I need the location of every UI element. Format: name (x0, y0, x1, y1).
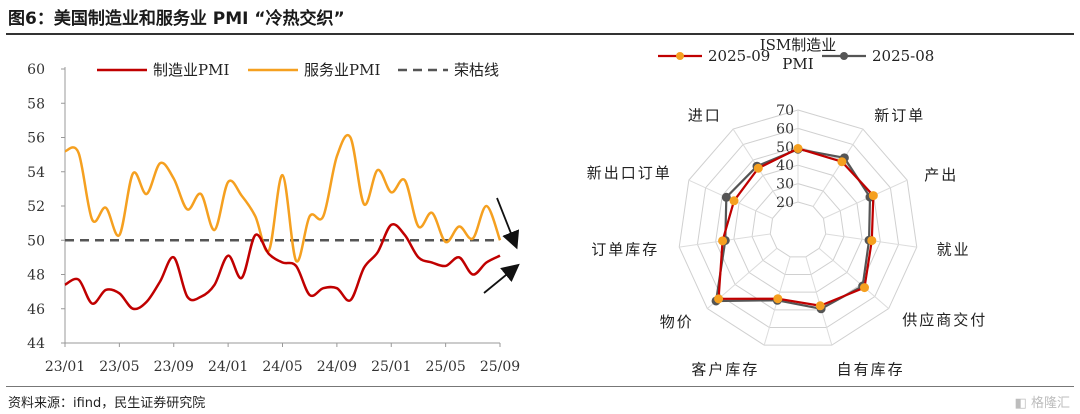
source-note: 资料来源：ifind，民生证券研究院 (8, 396, 206, 411)
y-tick-label: 48 (27, 268, 45, 284)
y-tick-label: 58 (27, 96, 45, 112)
y-tick-label: 56 (27, 131, 45, 147)
radar-point-current (867, 236, 877, 246)
radar-point-current (753, 163, 763, 173)
radar-spoke (823, 179, 908, 219)
x-tick-label: 24/09 (317, 359, 357, 375)
radar-grid-ring (678, 109, 918, 346)
x-tick-label: 25/01 (371, 359, 411, 375)
watermark-icon: ◧ (1014, 396, 1031, 411)
y-tick-label: 50 (27, 233, 45, 249)
radar-legend-label: 2025-09 (708, 47, 770, 65)
radar-tick-label: 60 (776, 121, 794, 137)
radar-tick-label: 70 (776, 103, 794, 119)
radar-point-current (714, 294, 724, 304)
radar-legend-label: 2025-08 (872, 47, 934, 65)
radar-axis-label: 物价 (660, 313, 694, 331)
x-tick-label: 23/09 (154, 359, 194, 375)
series-line-services (64, 133, 502, 263)
watermark-logo: ◧ 格隆汇 (1015, 392, 1070, 411)
line-chart: 44 46 48 50 52 54 56 58 60 23/01 23/05 23/09 24/01 24… (27, 61, 520, 375)
y-tick-label: 52 (27, 199, 45, 215)
radar-axis-label: 客户库存 (691, 361, 759, 379)
radar-spoke (805, 256, 833, 346)
radar-point-current (815, 301, 825, 311)
title-divider (6, 33, 1074, 35)
radar-legend-marker (840, 52, 848, 60)
x-tick-label: 25/05 (425, 359, 465, 375)
y-tick-label: 44 (27, 336, 45, 352)
radar-tick-label: 40 (776, 158, 794, 174)
radar-axis-label: 新订单 (874, 107, 925, 125)
radar-grid-ring (769, 201, 827, 258)
radar-axis-label-cont: PMI (782, 55, 813, 73)
radar-series-prior (714, 148, 872, 310)
arrow-up-annotation (483, 263, 520, 294)
radar-axis-label: 订单库存 (591, 241, 659, 259)
radar-point-current (859, 283, 869, 293)
radar-axis-label: 新出口订单 (587, 164, 672, 182)
radar-point-current (837, 157, 847, 167)
x-tick-label: 23/05 (99, 359, 139, 375)
radar-point-current (718, 236, 728, 246)
radar-legend-marker (676, 52, 684, 60)
radar-grid-ring (751, 183, 845, 276)
radar-point-current (793, 143, 803, 153)
source-divider (6, 386, 1074, 387)
figure-title: 图6：美国制造业和服务业 PMI “冷热交织” (8, 9, 345, 29)
radar-spoke (818, 247, 890, 309)
radar-axis-label: 产出 (924, 166, 958, 184)
radar-point-current (729, 196, 739, 206)
radar-axis-label: 就业 (937, 241, 971, 259)
radar-grid-ring (733, 164, 863, 293)
radar-series-current (717, 147, 875, 307)
radar-axis-label: 供应商交付 (902, 311, 987, 329)
radar-axis-label: 自有库存 (837, 361, 905, 379)
radar-tick-label: 20 (776, 195, 794, 211)
radar-spoke (812, 128, 864, 207)
radar-tick-label: 30 (776, 177, 794, 193)
legend-services-label: 服务业PMI (304, 61, 380, 79)
y-tick-label: 46 (27, 302, 45, 318)
radar-chart: 203040506070ISM制造业PMI新订单产出就业供应商交付自有库存客户库… (587, 36, 987, 379)
legend-manufacturing-label: 制造业PMI (153, 61, 229, 79)
watermark-text: 格隆汇 (1030, 396, 1070, 411)
legend-reference-label: 荣枯线 (454, 61, 499, 79)
radar-point-prior (721, 192, 731, 202)
radar-grid-ring (696, 127, 900, 328)
series-line-manufacturing (64, 222, 501, 311)
x-tick-label: 25/09 (480, 359, 520, 375)
radar-axis-label: ISM制造业 (760, 36, 837, 54)
y-tick-label: 54 (27, 165, 45, 181)
y-tick-label: 60 (27, 62, 45, 78)
radar-axis-label: 进口 (688, 107, 722, 125)
x-tick-label: 23/01 (45, 359, 85, 375)
radar-point-current (773, 294, 783, 304)
x-tick-label: 24/05 (262, 359, 302, 375)
x-tick-label: 24/01 (208, 359, 248, 375)
radar-point-current (868, 191, 878, 201)
arrow-down-annotation (496, 197, 520, 250)
